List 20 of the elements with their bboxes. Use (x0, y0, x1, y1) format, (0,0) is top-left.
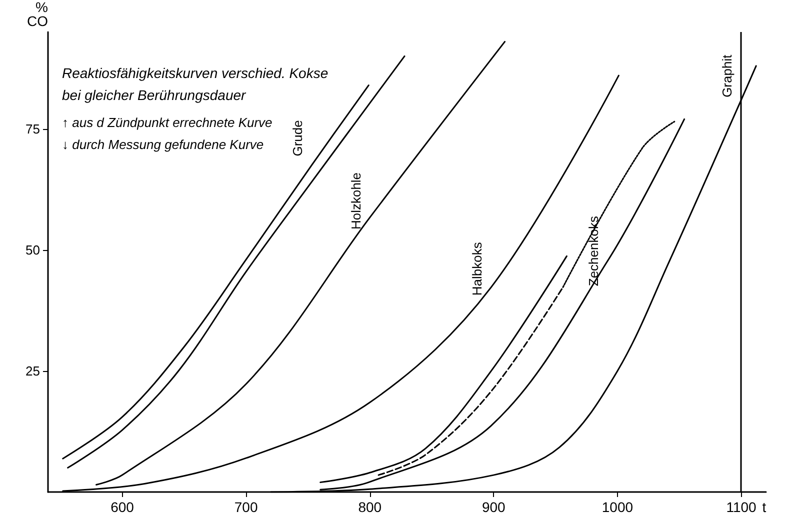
y-tick-label: 50 (26, 242, 40, 258)
x-tick-label: 1100 (726, 499, 757, 515)
text: Grude (290, 120, 306, 156)
y-tick-label: 75 (26, 121, 40, 136)
x-tick-label: 800 (358, 499, 382, 515)
text: Zechenkoks (586, 216, 602, 286)
text: Reaktiosfähigkeitskurven verschied. Kokse (62, 65, 328, 81)
x-axis-title: t (762, 499, 766, 515)
annotation: ↑ aus d Zündpunkt errechnete Kurve (62, 115, 272, 130)
annotation: ↓ durch Messung gefundene Kurve (62, 137, 264, 152)
x-tick-label: 600 (110, 499, 134, 515)
x-tick-label: 1000 (602, 499, 634, 515)
text: Halbkoks (470, 242, 485, 296)
text: Holzkohle (348, 172, 364, 230)
y-tick-label: 25 (26, 363, 40, 378)
x-tick-label: 900 (482, 499, 506, 515)
x-tick-label: 700 (234, 499, 258, 515)
text: Graphit (720, 54, 735, 98)
text: bei gleicher Berührungsdauer (62, 87, 248, 103)
y-axis-title: % CO (27, 0, 48, 29)
